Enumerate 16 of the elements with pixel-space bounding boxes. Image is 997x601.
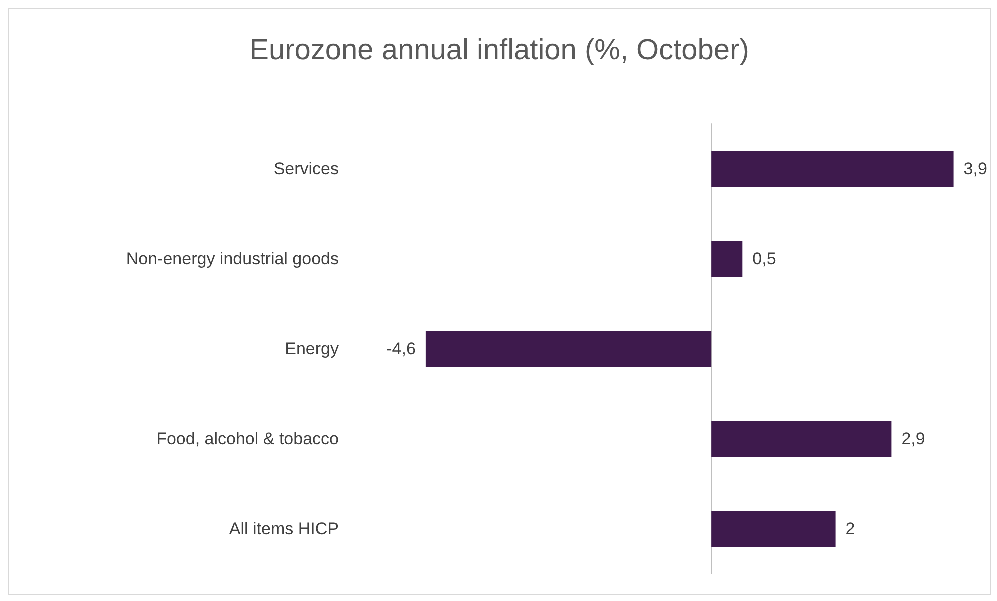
data-label: 3,9 [964,160,988,178]
y-tick-label: All items HICP [229,520,339,538]
bar [712,151,954,187]
y-tick-label: Services [274,160,339,178]
data-label: -4,6 [386,340,416,358]
y-tick-label: Energy [285,340,340,358]
data-label: 2 [846,520,856,538]
bar [712,421,892,457]
data-label: 2,9 [902,430,926,448]
chart-title: Eurozone annual inflation (%, October) [250,34,750,66]
data-label: 0,5 [752,250,776,268]
y-tick-label: Non-energy industrial goods [126,250,339,268]
y-tick-label: Food, alcohol & tobacco [156,430,339,448]
bar [712,511,836,547]
bar [712,241,743,277]
bar [426,331,712,367]
